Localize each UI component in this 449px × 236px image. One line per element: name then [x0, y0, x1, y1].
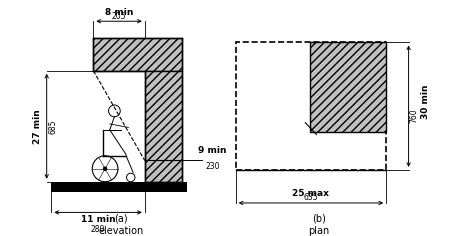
- Text: (b): (b): [312, 213, 326, 223]
- Circle shape: [103, 167, 107, 171]
- Text: 11 min: 11 min: [81, 215, 115, 224]
- Text: plan: plan: [308, 226, 330, 236]
- Text: 205: 205: [112, 12, 126, 21]
- Text: 760: 760: [409, 108, 419, 123]
- Text: 30 min: 30 min: [421, 84, 430, 119]
- Text: 27 min: 27 min: [33, 109, 42, 144]
- Text: elevation: elevation: [99, 226, 144, 236]
- Text: 280: 280: [91, 225, 105, 234]
- Bar: [145, 71, 182, 182]
- Text: 230: 230: [205, 162, 220, 171]
- Bar: [93, 38, 182, 71]
- Text: 635: 635: [304, 194, 318, 202]
- Bar: [236, 42, 386, 170]
- Text: 9 min: 9 min: [198, 146, 227, 155]
- Text: (a): (a): [114, 213, 128, 223]
- Text: 25 max: 25 max: [292, 189, 330, 198]
- Text: 8 min: 8 min: [105, 8, 133, 17]
- Text: 685: 685: [48, 119, 57, 134]
- Bar: [51, 182, 187, 192]
- Bar: [310, 42, 386, 132]
